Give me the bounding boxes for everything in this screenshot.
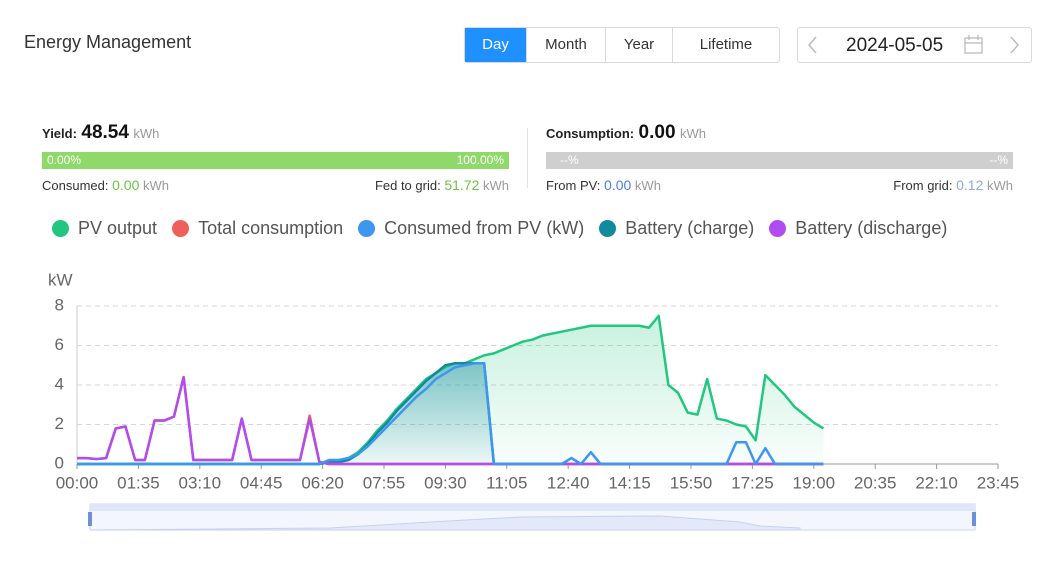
consumption-label: Consumption: (546, 126, 635, 141)
consumed-line: Consumed: 0.00 kWh (42, 177, 169, 193)
from-grid-label: From grid: (893, 178, 953, 193)
fed-line: Fed to grid: 51.72 kWh (375, 177, 509, 193)
consumed-label: Consumed: (42, 178, 109, 193)
x-tick-label: 19:00 (793, 473, 836, 492)
legend-swatch (599, 220, 617, 237)
x-tick-label: 12:40 (547, 473, 590, 492)
prev-arrow[interactable] (808, 36, 817, 54)
calendar-icon[interactable] (964, 35, 983, 54)
tab[interactable]: Month (527, 28, 606, 62)
page-title: Energy Management (24, 32, 192, 52)
x-tick-label: 00:00 (56, 473, 99, 492)
x-tick-label: 11:05 (486, 473, 527, 492)
consumption-title: Consumption: 0.00 kWh (546, 122, 706, 144)
fed-unit: kWh (483, 178, 509, 193)
legend-label: PV output (78, 218, 158, 238)
tab[interactable]: Year (606, 28, 673, 62)
fed-label: Fed to grid: (374, 178, 441, 193)
x-tick-label: 07:55 (363, 473, 406, 492)
yield-bar: 0.00% 100.00% (42, 152, 509, 169)
legend-item[interactable]: Total consumption (172, 218, 343, 239)
y-tick-label: 6 (55, 335, 64, 354)
legend-item[interactable]: PV output (52, 218, 157, 239)
consumption-unit: kWh (679, 126, 706, 141)
consumed-unit: kWh (142, 178, 169, 193)
x-tick-label: 09:30 (424, 473, 467, 492)
next-arrow[interactable] (1010, 36, 1019, 54)
x-tick-label: 15:50 (670, 473, 713, 492)
date-icons (808, 35, 1019, 54)
from-pv-unit: kWh (634, 178, 661, 193)
legend-swatch (358, 220, 376, 237)
bar-left-label: 0.00% (47, 153, 82, 167)
chart: kW 0 2 4 6 8 00:00 01:35 03:10 04:45 06:20 07:55 09… (48, 270, 1020, 531)
y-tick-label: 0 (55, 453, 64, 472)
fed-value: 51.72 (444, 177, 480, 193)
legend-label: Battery (charge) (625, 218, 755, 238)
from-grid-unit: kWh (987, 178, 1013, 193)
x-tick-label: 04:45 (240, 473, 283, 492)
tab-group: Day Month Year Lifetime (464, 27, 780, 63)
series-line (77, 362, 824, 466)
yield-title: Yield: 48.54 kWh (42, 122, 159, 144)
series-area (77, 363, 824, 464)
legend-label: Battery (discharge) (795, 218, 948, 238)
x-tick-label: 23:45 (977, 473, 1020, 492)
from-pv-label: From PV: (546, 178, 601, 193)
x-tick-label: 01:35 (117, 473, 160, 492)
legend-swatch (52, 220, 69, 237)
x-tick-label: 20:35 (854, 473, 897, 492)
consumption-value: 0.00 (638, 122, 676, 143)
from-pv-line: From PV: 0.00 kWh (546, 177, 661, 193)
y-tick-label: 8 (55, 295, 64, 314)
tab[interactable]: Day (465, 28, 527, 62)
legend: PV output Total consumption Consumed from … (52, 218, 962, 239)
date-picker: 2024-05-05 (797, 27, 1032, 63)
consumed-value: 0.00 (112, 177, 140, 193)
zoom-slider[interactable] (88, 503, 976, 531)
legend-item[interactable]: Consumed from PV (kW) (358, 218, 584, 239)
bar-right-label: --% (989, 153, 1008, 167)
divider (527, 128, 528, 188)
x-tick-label: 06:20 (301, 473, 344, 492)
legend-item[interactable]: Battery (charge) (599, 218, 754, 239)
consumption-bar: --% --% (546, 152, 1013, 169)
y-axis-label: kW (48, 270, 73, 289)
x-tick-label: 03:10 (179, 473, 222, 492)
legend-label: Total consumption (198, 218, 344, 238)
bar-left-label: --% (560, 153, 579, 167)
x-tick-label: 14:15 (608, 473, 651, 492)
legend-swatch (172, 220, 190, 237)
legend-label: Consumed from PV (kW) (384, 218, 585, 238)
legend-swatch (769, 220, 787, 237)
legend-item[interactable]: Battery (discharge) (769, 218, 947, 239)
from-pv-value: 0.00 (604, 177, 632, 193)
date-text: 2024-05-05 (846, 35, 944, 56)
from-grid-line: From grid: 0.12 kWh (893, 177, 1013, 193)
x-tick-label: 22:10 (915, 473, 958, 492)
yield-label: Yield: (42, 126, 77, 141)
yield-unit: kWh (133, 126, 160, 141)
x-tick-label: 17:25 (731, 473, 774, 492)
bar-right-label: 100.00% (456, 153, 504, 167)
from-grid-value: 0.12 (956, 177, 984, 193)
yield-value: 48.54 (81, 122, 129, 143)
y-tick-label: 4 (55, 374, 64, 393)
y-tick-label: 2 (55, 414, 64, 433)
tab[interactable]: Lifetime (699, 36, 753, 53)
